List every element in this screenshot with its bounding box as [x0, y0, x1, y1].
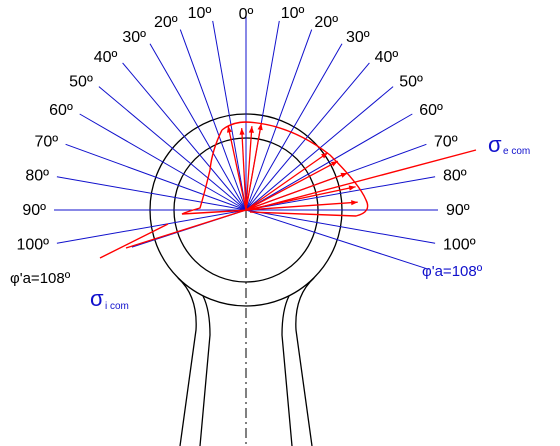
angle-label-right-30: 30º: [346, 29, 370, 46]
angle-label-right-100: 100º: [443, 237, 476, 254]
angle-label-left-30: 30º: [122, 29, 146, 46]
ray-right-60: [245, 113, 413, 211]
stress-vectors: [227, 123, 358, 211]
angle-label-left-40: 40º: [94, 49, 118, 66]
external-stress-curve: [221, 121, 369, 217]
rod-shank-left-outer: [177, 277, 197, 446]
phi-label-left: φ'a=108º: [10, 270, 71, 287]
ray-left-50: [98, 86, 247, 211]
sigma-i-pointer: [99, 223, 169, 259]
sigma-e-subscript: e com: [503, 146, 530, 157]
angle-label-left-70: 70º: [34, 134, 58, 151]
stress-curves: [99, 121, 477, 259]
stress-vector: [245, 123, 263, 211]
ray-right-20: [245, 29, 313, 211]
ray-left-30: [149, 43, 247, 211]
angle-label-right-10: 10º: [281, 5, 305, 22]
ray-right-80: [245, 176, 436, 211]
sigma-e-symbol: σ: [488, 132, 502, 157]
angle-label-right-20: 20º: [314, 14, 338, 31]
angle-label-left-100: 100º: [16, 237, 49, 254]
rod-shank-left-inner: [199, 295, 211, 446]
ray-left-40: [122, 62, 247, 211]
ray-right-50: [245, 86, 394, 211]
ray-left-60: [79, 113, 247, 211]
angle-label-right-40: 40º: [375, 49, 399, 66]
stress-vector: [245, 160, 339, 211]
rod-shank-right-inner: [281, 295, 293, 446]
ray-right-30: [245, 43, 343, 211]
angle-label-left-90: 90º: [22, 202, 46, 219]
stress-vector: [245, 200, 358, 211]
ray-right-108: [245, 209, 429, 270]
sigma-e-pointer: [249, 149, 477, 211]
ray-left-80: [56, 176, 247, 211]
angle-label-right-90: 90º: [446, 202, 470, 219]
phi-108-left-ray: [125, 209, 247, 249]
stress-vector: [239, 128, 247, 211]
ray-left-70: [65, 143, 247, 211]
angle-label-left-60: 60º: [49, 102, 73, 119]
sigma-i-symbol: σ: [90, 286, 104, 311]
angle-label-right-60: 60º: [419, 102, 443, 119]
angle-label-left-50: 50º: [69, 73, 93, 90]
stress-vector: [245, 126, 254, 211]
ray-right-100: [245, 209, 436, 244]
angle-label-left-20: 20º: [154, 14, 178, 31]
sigma-i-label: σ i com: [90, 286, 129, 312]
sigma-e-label: σ e com: [488, 132, 530, 157]
angle-label-right-80: 80º: [443, 167, 467, 184]
angle-label-left-80: 80º: [25, 167, 49, 184]
stress-vector: [245, 172, 348, 211]
ray-right-40: [245, 62, 370, 211]
ray-left-20: [179, 29, 247, 211]
sigma-i-subscript: i com: [105, 301, 129, 312]
ray-left-100: [56, 209, 247, 244]
stress-vector: [227, 125, 247, 211]
stress-vector: [245, 152, 329, 211]
ray-left-10: [212, 20, 247, 211]
angle-labels: 0º10º20º30º40º50º60º70º80º90º100º10º20º3…: [16, 5, 475, 254]
internal-stress-curve: [181, 129, 251, 215]
stress-vector: [245, 185, 356, 211]
angle-label-right-70: 70º: [434, 134, 458, 151]
phi-label-right: φ'a=108º: [422, 263, 483, 280]
angle-label-right-50: 50º: [399, 73, 423, 90]
angle-rays: [54, 14, 438, 270]
rod-shank-right-outer: [295, 277, 315, 446]
angle-label-left-0: 0º: [239, 6, 254, 23]
angle-label-left-10: 10º: [188, 5, 212, 22]
